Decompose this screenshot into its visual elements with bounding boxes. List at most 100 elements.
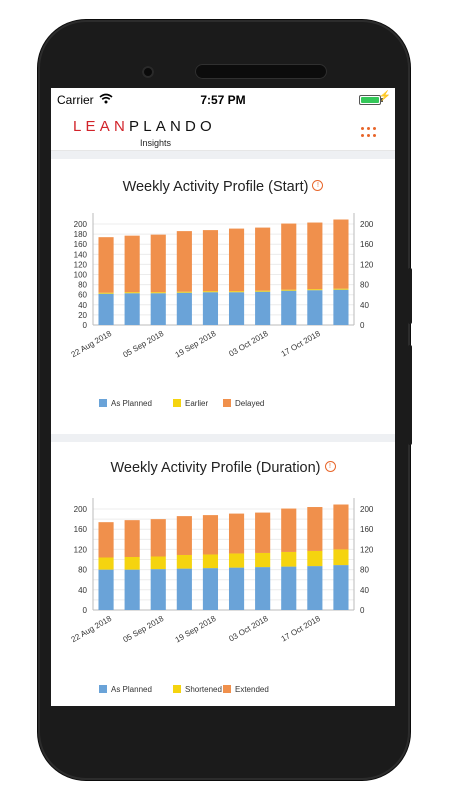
y-tick-label-left: 120 [74,545,88,554]
y-tick-label-left: 80 [78,566,87,575]
bar-segment-as-planned[interactable] [333,289,349,325]
legend-label: Earlier [185,399,208,408]
legend-label: Shortened [185,685,222,694]
bar-segment-delayed[interactable] [176,231,192,292]
y-tick-label-left: 60 [78,291,87,300]
bar-segment-extended[interactable] [202,515,219,555]
y-tick-label-right: 0 [360,321,365,330]
x-tick-label: 22 Aug 2018 [70,329,114,360]
bar-segment-shortened[interactable] [307,550,323,567]
x-tick-label: 05 Sep 2018 [121,329,165,360]
bar-segment-delayed[interactable] [124,235,140,293]
bar-segment-extended[interactable] [124,520,140,557]
app-logo: LEANPLANDO [73,118,216,135]
legend-swatch [99,399,107,407]
y-tick-label-left: 80 [78,281,87,290]
bar-segment-earlier[interactable] [176,291,192,293]
bar-segment-as-planned[interactable] [98,293,114,325]
y-tick-label-left: 200 [74,220,88,229]
bar-segment-as-planned[interactable] [307,566,323,610]
earpiece-speaker [195,64,327,79]
bar-segment-as-planned[interactable] [281,566,297,610]
bar-segment-as-planned[interactable] [333,565,349,610]
bar-segment-earlier[interactable] [228,291,245,293]
bar-segment-as-planned[interactable] [150,293,166,325]
bar-segment-extended[interactable] [176,516,192,555]
bar-segment-as-planned[interactable] [124,293,140,325]
bar-segment-earlier[interactable] [150,292,166,294]
y-tick-label-left: 0 [83,321,88,330]
info-icon[interactable]: ! [324,461,336,472]
bar-segment-as-planned[interactable] [202,568,219,610]
legend-label: Extended [235,685,269,694]
legend-label: Delayed [235,399,264,408]
y-tick-label-right: 80 [360,281,369,290]
info-icon[interactable]: ! [312,180,324,191]
volume-button [408,345,412,445]
bar-segment-delayed[interactable] [255,227,271,291]
legend-label: As Planned [111,399,152,408]
bar-segment-as-planned[interactable] [124,569,140,610]
bar-segment-as-planned[interactable] [176,292,192,325]
bar-segment-shortened[interactable] [150,556,166,570]
bar-segment-delayed[interactable] [202,230,219,292]
power-button [408,268,412,324]
bar-segment-shortened[interactable] [281,551,297,567]
bar-segment-as-planned[interactable] [228,567,245,610]
front-camera [142,66,154,78]
bar-segment-shortened[interactable] [124,557,140,570]
bar-segment-extended[interactable] [98,522,114,558]
bar-segment-delayed[interactable] [98,237,114,293]
bar-segment-delayed[interactable] [307,222,323,290]
wifi-icon [99,93,113,104]
y-tick-label-right: 160 [360,240,374,249]
bar-segment-delayed[interactable] [333,219,349,289]
bar-segment-earlier[interactable] [124,292,140,294]
bar-segment-as-planned[interactable] [281,290,297,325]
bar-segment-as-planned[interactable] [255,291,271,325]
y-tick-label-left: 40 [78,586,87,595]
battery-icon [359,95,383,105]
x-tick-label: 05 Sep 2018 [121,614,165,645]
y-tick-label-left: 40 [78,301,87,310]
bar-segment-shortened[interactable] [333,549,349,566]
bar-segment-extended[interactable] [333,504,349,550]
bar-segment-extended[interactable] [150,519,166,557]
legend-swatch [99,685,107,693]
bar-segment-earlier[interactable] [98,292,114,294]
y-tick-label-right: 40 [360,301,369,310]
x-tick-label: 17 Oct 2018 [280,614,323,644]
status-bar: Carrier 7:57 PM ⚡ [51,88,395,110]
bar-segment-as-planned[interactable] [150,569,166,610]
bar-segment-extended[interactable] [255,512,271,553]
chart-card-duration: Weekly Activity Profile (Duration)! 200 1… [51,442,395,706]
bar-segment-as-planned[interactable] [202,292,219,325]
bar-segment-as-planned[interactable] [307,290,323,325]
y-tick-label-right: 80 [360,566,369,575]
bar-segment-shortened[interactable] [176,554,192,569]
bar-segment-shortened[interactable] [255,552,271,568]
bar-segment-delayed[interactable] [228,228,245,292]
bar-segment-delayed[interactable] [150,234,166,293]
bar-segment-earlier[interactable] [333,288,349,290]
app-header: LEANPLANDO Insights [51,110,395,151]
bar-segment-earlier[interactable] [202,291,219,293]
bar-segment-shortened[interactable] [228,553,245,568]
bar-segment-earlier[interactable] [281,289,297,291]
bar-segment-delayed[interactable] [281,223,297,290]
bar-segment-extended[interactable] [307,507,323,551]
y-tick-label-right: 200 [360,505,374,514]
bar-segment-earlier[interactable] [255,290,271,292]
bar-segment-extended[interactable] [281,508,297,552]
y-tick-label-right: 0 [360,606,365,615]
bar-segment-earlier[interactable] [307,289,323,291]
bar-segment-as-planned[interactable] [228,292,245,325]
bar-segment-shortened[interactable] [202,554,219,569]
bar-segment-as-planned[interactable] [255,567,271,610]
charging-icon: ⚡ [378,91,391,102]
bar-segment-as-planned[interactable] [98,569,114,610]
bar-segment-shortened[interactable] [98,557,114,570]
bar-segment-as-planned[interactable] [176,568,192,610]
bar-segment-extended[interactable] [228,513,245,554]
grid-menu-icon[interactable] [361,127,377,139]
